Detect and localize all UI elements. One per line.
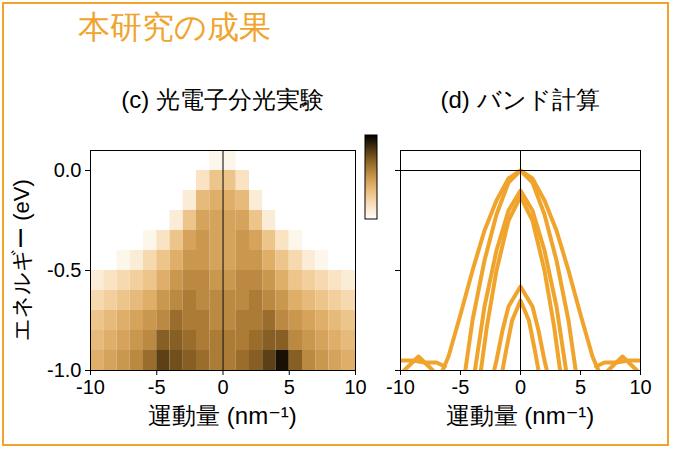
svg-text:10: 10 xyxy=(344,376,366,398)
svg-text:0.0: 0.0 xyxy=(54,159,82,181)
html-text:運動量 (nm⁻¹): 運動量 (nm⁻¹) xyxy=(148,402,297,429)
svg-text:0: 0 xyxy=(515,376,526,398)
html-text:本研究の成果: 本研究の成果 xyxy=(78,9,271,45)
svg-text:-5: -5 xyxy=(148,376,166,398)
svg-text:5: 5 xyxy=(575,376,586,398)
html-text:エネルギー (eV): エネルギー (eV) xyxy=(9,179,34,341)
svg-text:10: 10 xyxy=(629,376,651,398)
html-text:(c) 光電子分光実験: (c) 光電子分光実験 xyxy=(121,86,324,113)
svg-text:-10: -10 xyxy=(386,376,415,398)
svg-text:5: 5 xyxy=(284,376,295,398)
svg-text:-5: -5 xyxy=(452,376,470,398)
svg-text:-0.5: -0.5 xyxy=(47,259,81,281)
svg-text:-10: -10 xyxy=(76,376,105,398)
svg-text:0: 0 xyxy=(217,376,228,398)
html-text:(d) バンド計算: (d) バンド計算 xyxy=(440,86,600,113)
svg-text:-1.0: -1.0 xyxy=(47,358,82,381)
html-text:運動量 (nm⁻¹): 運動量 (nm⁻¹) xyxy=(445,402,595,429)
